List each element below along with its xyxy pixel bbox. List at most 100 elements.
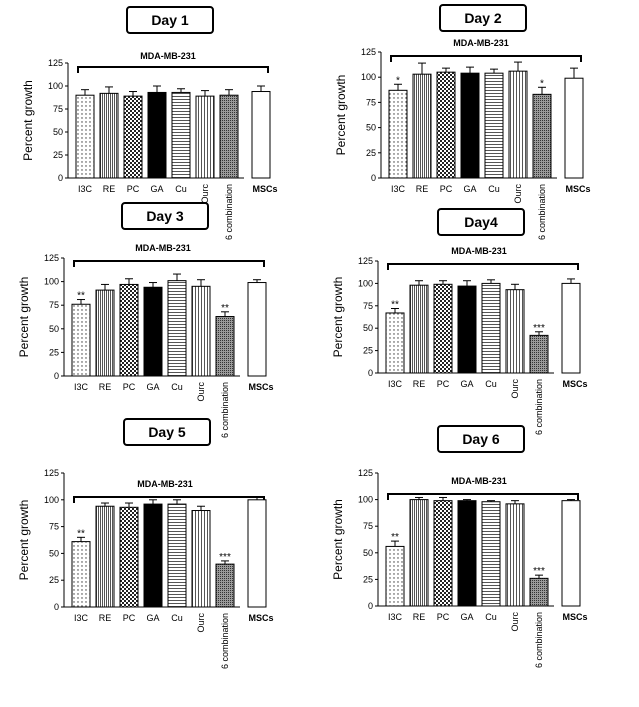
x-tick-label: RE <box>413 612 426 622</box>
x-tick-label: I3C <box>74 382 89 392</box>
bar-ga <box>143 286 163 377</box>
chart-subtitle: MDA-MB-231 <box>140 51 196 61</box>
bar-cu <box>484 72 504 179</box>
x-tick-label: GA <box>150 184 163 194</box>
chart-title: Day 5 <box>148 424 186 440</box>
bar-i3c <box>71 303 91 377</box>
bar-cu <box>481 282 501 374</box>
chart-panel-4: Day4 MDA-MB-231 Percent growth 0 25 50 75 100 12… <box>331 208 588 435</box>
x-tick-label: RE <box>99 613 112 623</box>
x-tick-label: Ourc <box>513 184 523 204</box>
y-axis-label: Percent growth <box>21 80 35 161</box>
y-tick-label: 75 <box>49 522 59 532</box>
chart-panel-3: Day 3 MDA-MB-231 Percent growth 0 25 50 75 100 1… <box>17 202 274 438</box>
bar-i3c <box>75 94 95 179</box>
significance-marker: ** <box>77 291 85 302</box>
y-tick-label: 0 <box>371 173 376 183</box>
x-tick-label: Ourc <box>196 382 206 402</box>
x-tick-label: GA <box>460 379 473 389</box>
significance-marker: *** <box>533 566 545 577</box>
y-tick-label: 75 <box>53 104 63 114</box>
x-tick-label: Ourc <box>200 184 210 204</box>
y-axis-label: Percent growth <box>17 277 31 358</box>
bar-6-combination <box>532 93 552 179</box>
chart-panel-5: Day 5 MDA-MB-231 Percent growth 0 25 50 75 100 1… <box>17 418 274 669</box>
y-tick-label: 75 <box>366 97 376 107</box>
y-tick-label: 0 <box>54 602 59 612</box>
title-box <box>439 4 527 32</box>
x-tick-label: GA <box>460 612 473 622</box>
x-tick-label: Cu <box>485 612 497 622</box>
group-bracket <box>73 260 265 267</box>
bar-6-combination <box>529 334 549 374</box>
y-tick-label: 100 <box>48 81 63 91</box>
bar-6-combination <box>529 577 549 607</box>
x-tick-label: I3C <box>74 613 89 623</box>
bar-ga <box>457 285 477 374</box>
significance-marker: ** <box>221 303 229 314</box>
y-tick-label: 125 <box>358 468 373 478</box>
x-tick-label: RE <box>413 379 426 389</box>
group-bracket <box>77 66 269 73</box>
x-tick-label: 6 combination <box>537 184 547 240</box>
y-tick-label: 50 <box>53 127 63 137</box>
bar-ga <box>460 72 480 179</box>
chart-panel-6: Day 6 MDA-MB-231 Percent growth 0 25 50 75 100 1… <box>331 425 588 668</box>
y-tick-label: 125 <box>361 47 376 57</box>
significance-marker: ** <box>77 528 85 539</box>
bar-mscs <box>561 282 581 374</box>
y-tick-label: 125 <box>358 256 373 266</box>
y-axis-label: Percent growth <box>17 500 31 581</box>
y-tick-label: 25 <box>49 347 59 357</box>
chart-title: Day 3 <box>146 208 184 224</box>
y-tick-label: 100 <box>358 495 373 505</box>
bar-i3c <box>388 89 408 179</box>
x-tick-label: 6 combination <box>220 382 230 438</box>
x-tick-label: Cu <box>488 184 500 194</box>
bar-mscs <box>247 499 267 608</box>
y-tick-label: 125 <box>44 253 59 263</box>
bar-ga <box>457 500 477 607</box>
x-tick-label: 6 combination <box>534 379 544 435</box>
y-tick-label: 125 <box>44 468 59 478</box>
x-tick-label: Cu <box>171 382 183 392</box>
x-tick-label: I3C <box>388 612 403 622</box>
bar-ga <box>143 503 163 608</box>
y-tick-label: 50 <box>49 548 59 558</box>
x-tick-label: MSCs <box>562 612 587 622</box>
bar-mscs <box>561 500 581 607</box>
bar-re <box>409 499 429 607</box>
y-tick-label: 100 <box>44 277 59 287</box>
bar-mscs <box>251 91 271 179</box>
y-tick-label: 50 <box>49 324 59 334</box>
x-tick-label: MSCs <box>565 184 590 194</box>
y-tick-label: 100 <box>361 72 376 82</box>
bar-mscs <box>247 282 267 377</box>
bar-cu <box>167 503 187 608</box>
x-tick-label: PC <box>127 184 140 194</box>
chart-subtitle: MDA-MB-231 <box>451 246 507 256</box>
y-tick-label: 75 <box>49 300 59 310</box>
significance-marker: * <box>540 78 544 89</box>
bar-i3c <box>385 312 405 374</box>
bar-ourc <box>508 70 528 179</box>
bar-ourc <box>505 289 525 374</box>
x-tick-label: 6 combination <box>534 612 544 668</box>
x-tick-label: I3C <box>391 184 406 194</box>
x-tick-label: Ourc <box>510 612 520 632</box>
bar-pc <box>119 283 139 377</box>
x-tick-label: 6 combination <box>224 184 234 240</box>
x-tick-label: MSCs <box>248 613 273 623</box>
bar-ourc <box>505 503 525 607</box>
y-tick-label: 0 <box>54 371 59 381</box>
x-tick-label: PC <box>437 612 450 622</box>
x-tick-label: I3C <box>78 184 93 194</box>
x-tick-label: RE <box>416 184 429 194</box>
group-bracket <box>73 496 265 503</box>
y-tick-label: 0 <box>368 601 373 611</box>
x-tick-label: Cu <box>485 379 497 389</box>
y-tick-label: 50 <box>363 323 373 333</box>
x-tick-label: GA <box>463 184 476 194</box>
bar-mscs <box>564 77 584 179</box>
